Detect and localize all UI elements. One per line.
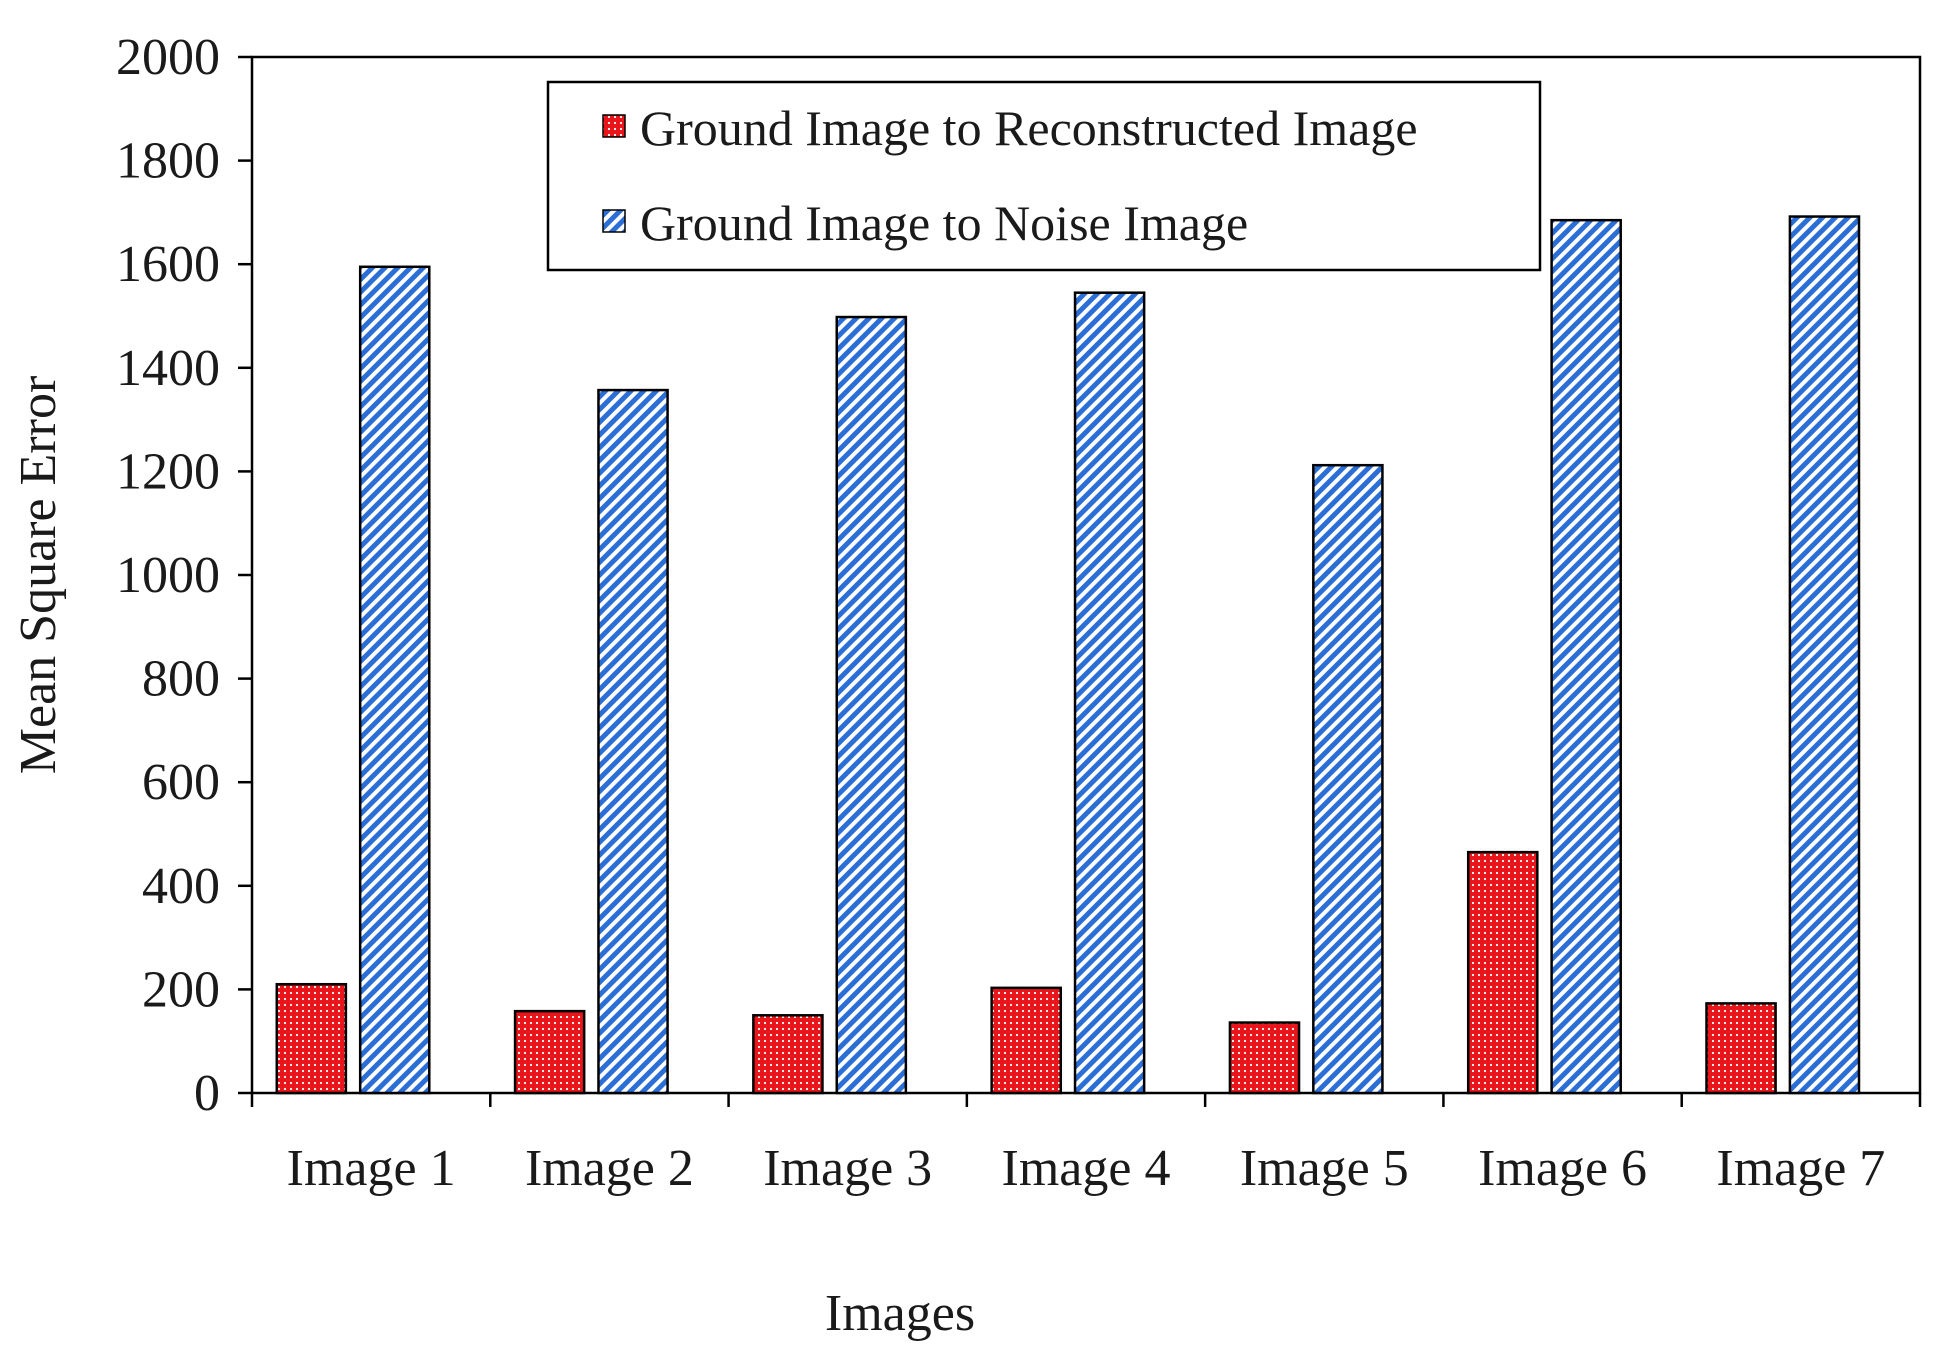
y-tick-label: 1200 [116,443,220,500]
x-tick-label: Image 4 [1002,1140,1171,1197]
legend-swatch-noise [602,209,626,233]
bar-noise-7 [1788,215,1861,1095]
x-axis-title: Images [825,1285,975,1342]
y-tick-label: 1000 [116,547,220,604]
bar-reconstructed-1 [275,982,348,1095]
bar-reconstructed-7 [1705,1002,1777,1095]
bar-noise-3 [835,315,908,1095]
bar-noise-5 [1312,463,1384,1095]
x-tick-label: Image 6 [1478,1140,1647,1197]
legend-label-reconstructed: Ground Image to Reconstructed Image [640,100,1418,156]
y-tick-label: 400 [142,858,220,915]
bar-noise-1 [358,265,431,1095]
bar-noise-2 [597,388,669,1095]
bars-layer [275,215,1861,1095]
x-tick-label: Image 7 [1716,1140,1885,1197]
axis-layer: 0 200 400 600 800 1000 1200 1400 1600 1800 2000 Ima… [116,29,1922,1197]
bar-reconstructed-2 [513,1009,586,1095]
bar-noise-6 [1550,218,1622,1095]
y-axis-title: Mean Square Error [10,376,67,775]
x-tick-label: Image 5 [1240,1140,1409,1197]
bar-noise-4 [1073,291,1146,1095]
y-tick-label: 2000 [116,29,220,86]
legend-box [546,80,1542,272]
x-tick-label: Image 2 [525,1140,694,1197]
y-tick-label: 800 [142,651,220,708]
bar-reconstructed-6 [1466,850,1539,1095]
y-tick-label: 1800 [116,133,220,190]
y-tick-label: 1400 [116,340,220,397]
x-tick-label: Image 3 [763,1140,932,1197]
legend-label-noise: Ground Image to Noise Image [640,195,1248,251]
y-tick-label: 200 [142,961,220,1018]
bar-reconstructed-4 [990,986,1062,1095]
legend-swatch-reconstructed [602,114,626,138]
y-tick-label: 1600 [116,236,220,293]
y-tick-label: 600 [142,754,220,811]
bar-reconstructed-3 [752,1014,824,1095]
legend: Ground Image to Reconstructed Image Grou… [546,80,1542,272]
y-tick-label: 0 [194,1065,220,1122]
bar-reconstructed-5 [1228,1021,1301,1095]
x-tick-label: Image 1 [287,1140,456,1197]
